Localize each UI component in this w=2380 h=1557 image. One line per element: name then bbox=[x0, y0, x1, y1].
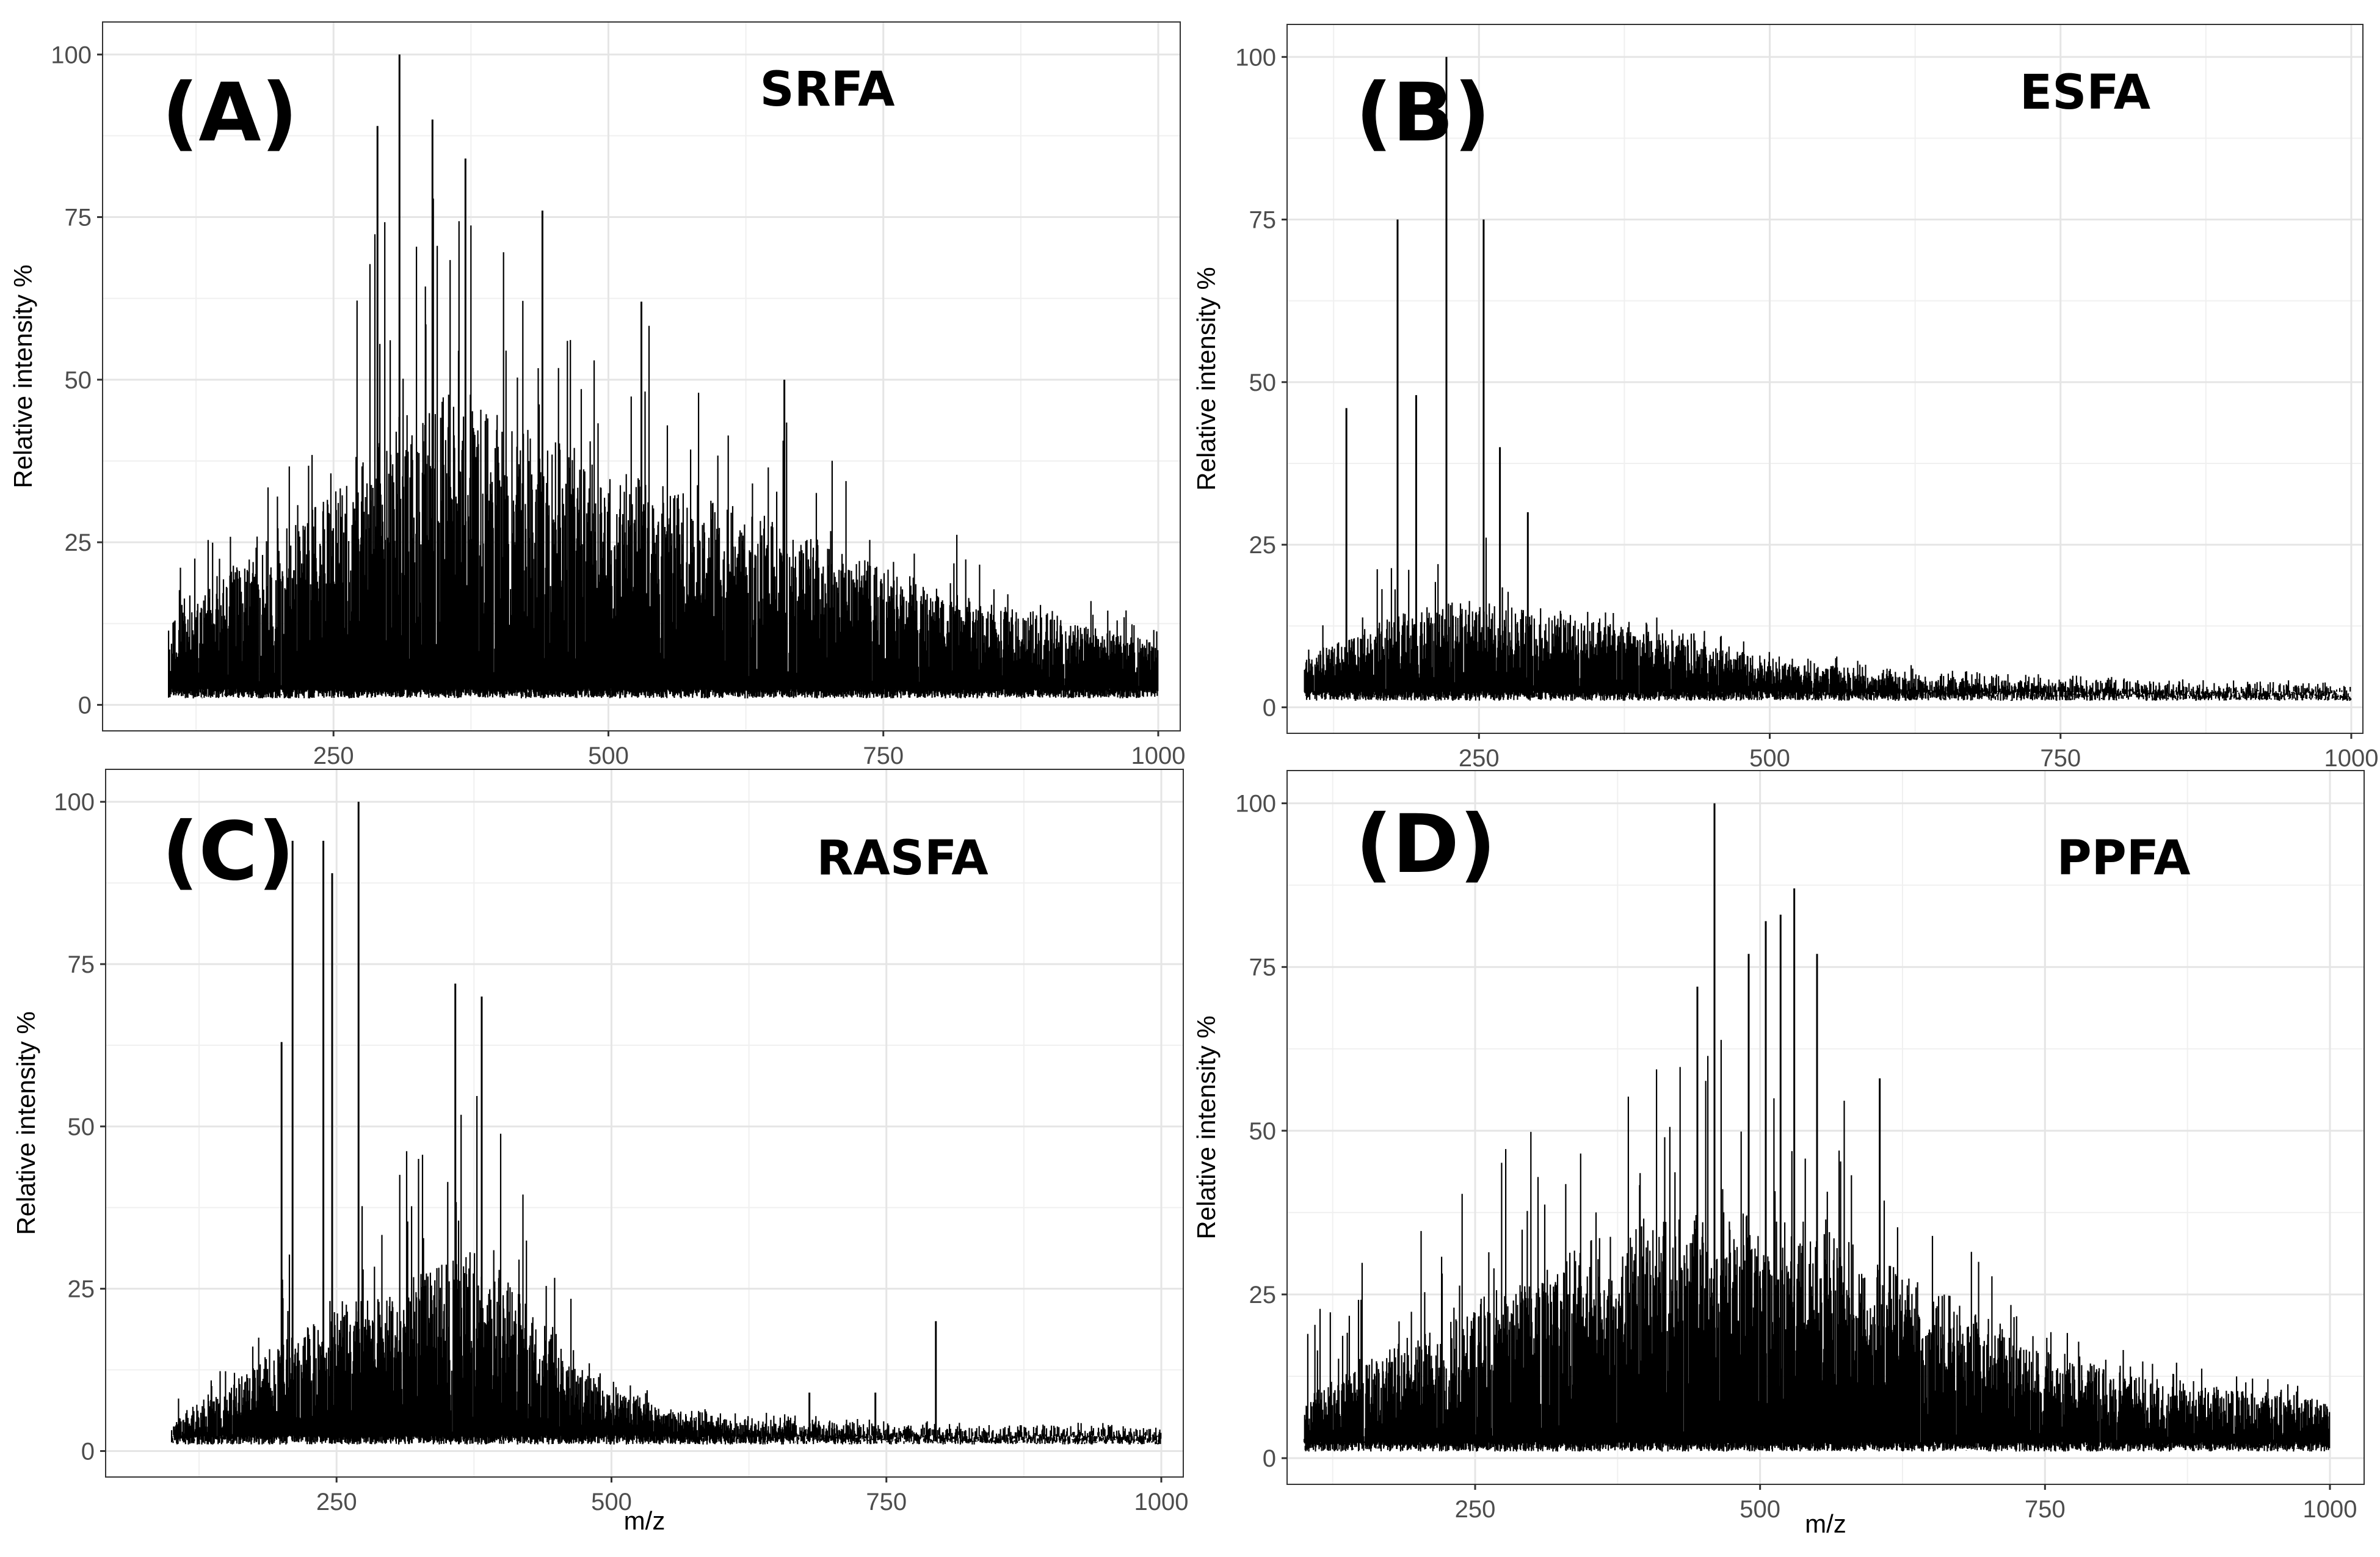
panel-b-border bbox=[1286, 24, 2364, 734]
y-tick-label: 100 bbox=[1235, 791, 1276, 818]
panel-b: 0 25 50 75 100 250 500 750 1000 Relative intensit… bbox=[1192, 24, 2378, 772]
y-tick-label: 100 bbox=[1235, 44, 1276, 71]
x-tick-label: 1000 bbox=[1131, 742, 1185, 769]
panel-b-letter: (B) bbox=[1355, 66, 1490, 160]
x-tick-label: 250 bbox=[1459, 745, 1500, 772]
y-tick-label: 0 bbox=[78, 692, 92, 719]
panel-b-y-axis: 0 25 50 75 100 bbox=[1235, 44, 1287, 721]
panel-b-title: ESFA bbox=[2020, 65, 2150, 120]
y-tick-label: 100 bbox=[51, 42, 92, 68]
x-tick-label: 750 bbox=[2025, 1496, 2066, 1523]
panel-c-x-axis-label: m/z bbox=[624, 1506, 666, 1535]
y-tick-label: 75 bbox=[68, 951, 95, 978]
panel-a-y-axis-label: Relative intensity % bbox=[9, 264, 37, 488]
y-tick-label: 25 bbox=[65, 529, 92, 556]
panel-c-border bbox=[105, 769, 1184, 1478]
y-tick-label: 0 bbox=[81, 1438, 95, 1465]
x-tick-label: 750 bbox=[866, 1489, 907, 1515]
y-tick-label: 0 bbox=[1263, 1445, 1276, 1472]
panel-c-peaks bbox=[280, 802, 937, 1442]
panel-d-y-axis-label: Relative intensity % bbox=[1192, 1015, 1221, 1239]
panel-c-y-axis: 0 25 50 75 100 bbox=[54, 789, 106, 1465]
panel-a-spectrum bbox=[168, 198, 1159, 699]
y-tick-label: 75 bbox=[65, 205, 92, 231]
x-tick-label: 750 bbox=[2040, 745, 2081, 772]
y-tick-label: 50 bbox=[1249, 369, 1277, 396]
y-tick-label: 25 bbox=[1249, 532, 1277, 559]
panel-c-title: RASFA bbox=[816, 831, 988, 886]
x-tick-label: 500 bbox=[591, 1489, 632, 1515]
panel-a-peaks bbox=[376, 54, 786, 695]
panel-d-title: PPFA bbox=[2056, 831, 2190, 886]
panel-b-grid bbox=[1287, 24, 2363, 733]
panel-b-spectrum bbox=[1304, 537, 2352, 701]
x-tick-label: 250 bbox=[316, 1489, 357, 1515]
x-tick-label: 500 bbox=[1740, 1496, 1780, 1523]
x-tick-label: 1000 bbox=[2303, 1496, 2357, 1523]
panel-a-letter: (A) bbox=[162, 66, 298, 160]
panel-a-title: SRFA bbox=[760, 62, 895, 117]
panel-b-peaks bbox=[1345, 57, 1529, 698]
y-tick-label: 75 bbox=[1249, 207, 1277, 234]
panel-d-spectrum bbox=[1303, 1040, 2331, 1452]
y-tick-label: 100 bbox=[54, 789, 95, 816]
x-tick-label: 250 bbox=[313, 742, 354, 769]
panel-c-grid bbox=[106, 769, 1183, 1477]
y-tick-label: 50 bbox=[68, 1114, 95, 1141]
panel-b-x-axis: 250 500 750 1000 bbox=[1459, 733, 2378, 772]
panel-a-y-axis: 0 25 50 75 100 bbox=[51, 42, 103, 719]
panel-d-border bbox=[1286, 770, 2365, 1485]
panel-c-x-axis: 250 500 750 1000 bbox=[316, 1477, 1188, 1515]
y-tick-label: 0 bbox=[1263, 694, 1276, 721]
y-tick-label: 75 bbox=[1249, 954, 1277, 981]
panel-a-x-axis: 250 500 750 1000 bbox=[313, 731, 1185, 769]
x-tick-label: 500 bbox=[1749, 745, 1790, 772]
x-tick-label: 250 bbox=[1455, 1496, 1496, 1523]
panel-b-y-axis-label: Relative intensity % bbox=[1192, 267, 1221, 491]
panel-a-border bbox=[102, 21, 1181, 731]
y-tick-label: 25 bbox=[68, 1276, 95, 1303]
panel-d: 0 25 50 75 100 250 500 750 1000 Relative intensit… bbox=[1192, 770, 2365, 1538]
y-tick-label: 50 bbox=[1249, 1118, 1277, 1145]
panel-d-x-axis-label: m/z bbox=[1805, 1509, 1846, 1538]
x-tick-label: 750 bbox=[863, 742, 904, 769]
panel-c-plot-area bbox=[106, 769, 1183, 1477]
panel-d-letter: (D) bbox=[1355, 797, 1496, 891]
panel-d-grid bbox=[1287, 771, 2364, 1484]
panel-a: 0 25 50 75 100 250 500 750 1000 Relative intensit… bbox=[9, 21, 1185, 769]
x-tick-label: 500 bbox=[588, 742, 629, 769]
x-tick-label: 1000 bbox=[2324, 745, 2378, 772]
panel-c-letter: (C) bbox=[162, 805, 295, 899]
y-tick-label: 50 bbox=[65, 367, 92, 394]
x-tick-label: 1000 bbox=[1134, 1489, 1188, 1515]
panel-c-y-axis-label: Relative intensity % bbox=[12, 1011, 40, 1235]
panel-d-y-axis: 0 25 50 75 100 bbox=[1235, 791, 1287, 1472]
y-tick-label: 25 bbox=[1249, 1282, 1277, 1308]
panel-d-x-axis: 250 500 750 1000 bbox=[1455, 1484, 2357, 1523]
panel-d-peaks bbox=[1696, 803, 1881, 1449]
panel-c: 0 25 50 75 100 250 500 750 1000 Relative intensit… bbox=[12, 769, 1188, 1535]
